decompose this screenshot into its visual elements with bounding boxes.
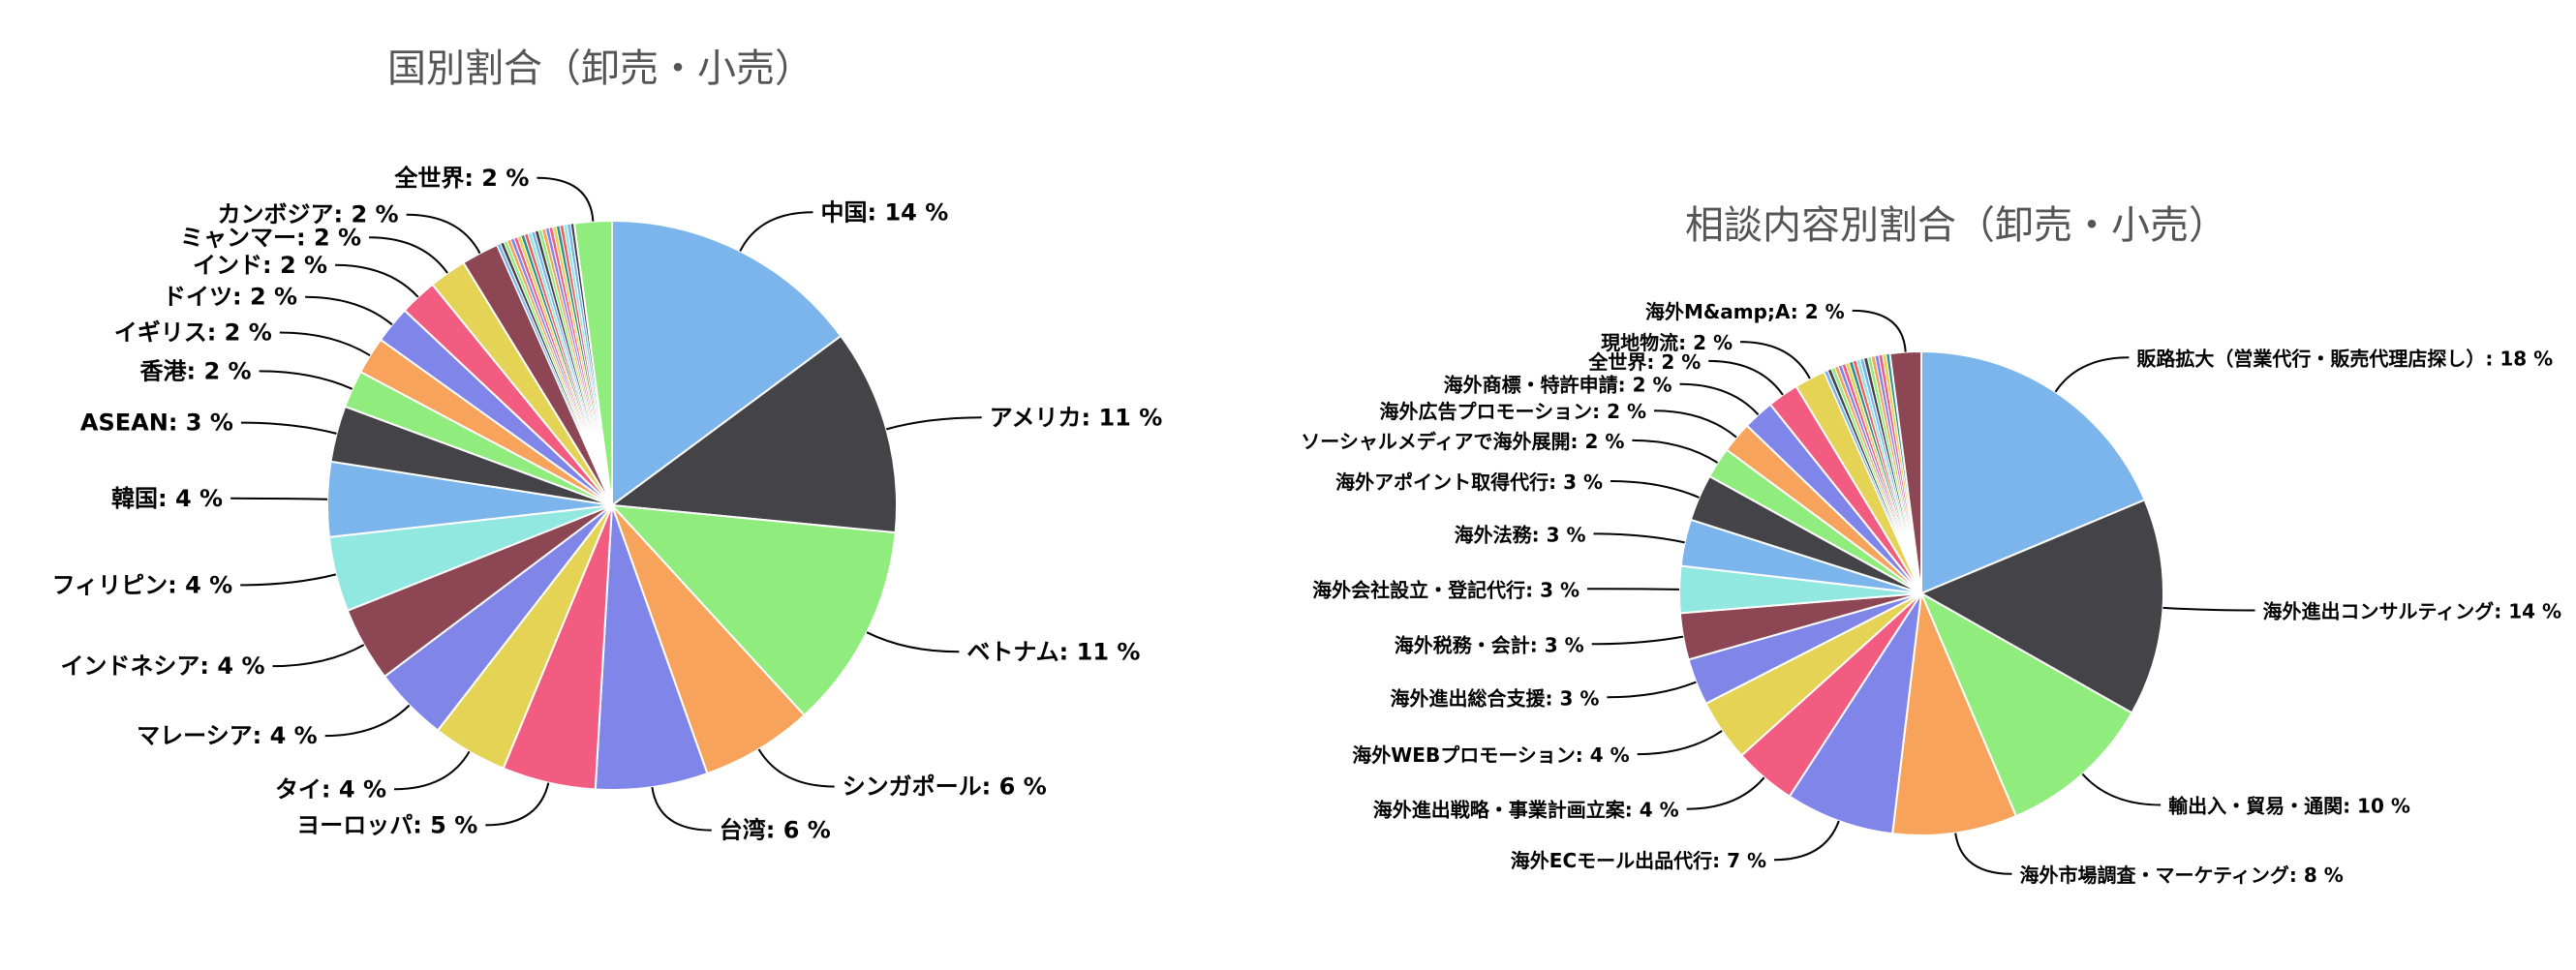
leader-line <box>1679 382 1760 415</box>
data-label: ベトナム: 11 % <box>966 638 1140 665</box>
chart-title: 相談内容別割合（卸売・小売） <box>1685 203 2227 248</box>
pie-svg: 販路拡大（営業代行・販売代理店探し）: 18 % 海外進出コンサルティング: 14… <box>1301 300 2561 887</box>
leader-line <box>1852 309 1907 352</box>
leader-line <box>1591 635 1684 646</box>
data-label: 韓国: 4 % <box>111 485 223 512</box>
leader-line <box>1593 532 1685 544</box>
leader-line <box>739 211 813 252</box>
pie-svg: 中国: 14 % アメリカ: 11 % ベトナム: 11 % シンガポール: 6 % 台… <box>52 165 1163 844</box>
leader-line <box>240 421 337 435</box>
data-label: 海外市場調査・マーケティング: 8 % <box>2020 864 2344 887</box>
data-label: ドイツ: 2 % <box>163 284 297 311</box>
leader-line <box>305 295 393 326</box>
leader-line <box>1653 409 1737 439</box>
data-label: 海外法務: 3 % <box>1455 523 1586 546</box>
leader-line <box>2162 606 2255 612</box>
leader-line <box>651 786 712 832</box>
data-label: 海外広告プロモーション: 2 % <box>1380 400 1646 423</box>
data-label: 海外M&amp;A: 2 % <box>1645 300 1845 323</box>
data-label: 香港: 2 % <box>140 357 252 384</box>
pie-labels: 中国: 14 % アメリカ: 11 % ベトナム: 11 % シンガポール: 6 % 台… <box>52 165 1163 844</box>
pie-slice[interactable] <box>1918 499 2164 714</box>
data-label: 現地物流: 2 % <box>1601 331 1733 354</box>
leader-line <box>757 748 835 788</box>
leader-line <box>2054 356 2130 393</box>
data-label: 海外ECモール出品代行: 7 % <box>1511 849 1766 872</box>
consultation-pie-chart: 相談内容別割合（卸売・小売） 販路拡大（営業代行・販売代理店探し）: 18 % 海… <box>1259 0 2576 970</box>
pie-slice[interactable] <box>611 219 843 507</box>
leader-line <box>866 631 960 653</box>
leader-line <box>1739 341 1811 379</box>
pie-slice[interactable] <box>594 504 709 791</box>
leader-line <box>1586 588 1680 591</box>
leader-line <box>230 497 328 500</box>
data-label: 販路拡大（営業代行・販売代理店探し）: 18 % <box>2136 347 2553 370</box>
leader-line <box>1954 833 2012 875</box>
pie-slices <box>1678 349 2164 836</box>
data-label: 台湾: 6 % <box>720 817 831 844</box>
data-label: ミャンマー: 2 % <box>180 224 361 251</box>
data-label: ASEAN: 3 % <box>80 409 233 437</box>
data-label: 全世界: 2 % <box>1587 350 1701 374</box>
data-label: カンボジア: 2 % <box>218 201 399 228</box>
leader-line <box>1607 681 1697 699</box>
pie-slice[interactable] <box>1918 591 2133 818</box>
leader-line <box>272 644 365 668</box>
leader-line <box>1686 776 1765 810</box>
data-label: 中国: 14 % <box>821 198 949 226</box>
leader-line <box>240 573 337 587</box>
data-label: マレーシア: 4 % <box>137 722 318 749</box>
leader-line <box>1610 480 1700 499</box>
chart-title: 国別割合（卸売・小売） <box>387 46 813 91</box>
data-label: 海外進出戦略・事業計画立案: 4 % <box>1373 799 1679 822</box>
pie-slice[interactable] <box>611 504 806 775</box>
leader-line <box>537 176 595 222</box>
pie-slice[interactable] <box>1888 349 1922 594</box>
leader-line <box>1637 730 1723 756</box>
leader-line <box>1708 359 1784 396</box>
leader-line <box>1632 439 1719 464</box>
pie-slice[interactable] <box>1920 349 2146 595</box>
data-label: インド: 2 % <box>193 252 327 279</box>
data-label: ヨーロッパ: 5 % <box>296 811 477 838</box>
leader-line <box>369 236 448 274</box>
data-label: 海外税務・会計: 3 % <box>1395 633 1584 656</box>
leader-line <box>259 370 353 390</box>
data-label: 海外WEBプロモーション: 4 % <box>1352 743 1629 767</box>
country-pie-chart: 国別割合（卸売・小売） 中国: 14 % アメリカ: 11 % ベトナム: 11 %… <box>0 0 1259 970</box>
pie-slices <box>326 219 898 791</box>
data-label: 海外進出総合支援: 3 % <box>1391 686 1600 710</box>
leader-line <box>279 331 371 357</box>
data-label: ソーシャルメディアで海外展開: 2 % <box>1301 430 1624 453</box>
data-label: 輸出入・貿易・通関: 10 % <box>2168 795 2410 818</box>
pie-slice[interactable] <box>1788 592 1922 835</box>
data-label: フィリピン: 4 % <box>52 571 233 598</box>
data-label: 海外会社設立・登記代行: 3 % <box>1312 578 1579 601</box>
data-label: 海外商標・特許申請: 2 % <box>1444 374 1672 397</box>
leader-line <box>406 213 481 255</box>
pie-labels: 販路拡大（営業代行・販売代理店探し）: 18 % 海外進出コンサルティング: 14… <box>1301 300 2561 887</box>
leader-line <box>393 750 471 791</box>
data-label: 全世界: 2 % <box>393 165 529 192</box>
data-label: インドネシア: 4 % <box>60 652 264 680</box>
data-label: イギリス: 2 % <box>114 319 272 347</box>
data-label: シンガポール: 6 % <box>843 773 1047 801</box>
data-label: 海外アポイント取得代行: 3 % <box>1335 470 1603 494</box>
data-label: タイ: 4 % <box>275 775 386 803</box>
leader-line <box>2081 773 2162 806</box>
data-label: アメリカ: 11 % <box>990 404 1163 431</box>
leader-line <box>335 263 419 298</box>
pie-slice[interactable] <box>609 334 898 534</box>
data-label: 海外進出コンサルティング: 14 % <box>2263 600 2562 623</box>
leader-line <box>886 416 982 431</box>
leader-line <box>324 704 411 738</box>
leader-line <box>1773 820 1840 862</box>
leader-line <box>485 782 550 827</box>
